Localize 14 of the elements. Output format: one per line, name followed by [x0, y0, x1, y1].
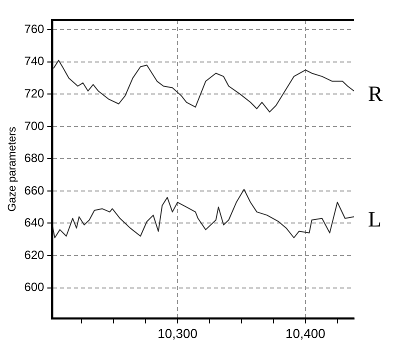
y-tick-label: 720	[24, 86, 45, 101]
y-tick-label: 700	[24, 118, 45, 133]
y-axis-title: Gaze parameters	[6, 126, 19, 212]
x-tick-label: 10,400	[286, 326, 326, 341]
x-tick-label: 10,300	[158, 326, 198, 341]
y-tick-label: 680	[24, 151, 45, 166]
series-label: R	[368, 80, 383, 106]
series-label: L	[368, 206, 382, 232]
y-tick-label: 740	[24, 54, 45, 68]
y-tick-label: 600	[24, 280, 45, 294]
y-tick-label: 760	[24, 22, 45, 36]
y-tick-label: 620	[24, 248, 45, 262]
y-tick-label: 640	[24, 216, 45, 230]
y-tick-label: 660	[24, 183, 45, 198]
